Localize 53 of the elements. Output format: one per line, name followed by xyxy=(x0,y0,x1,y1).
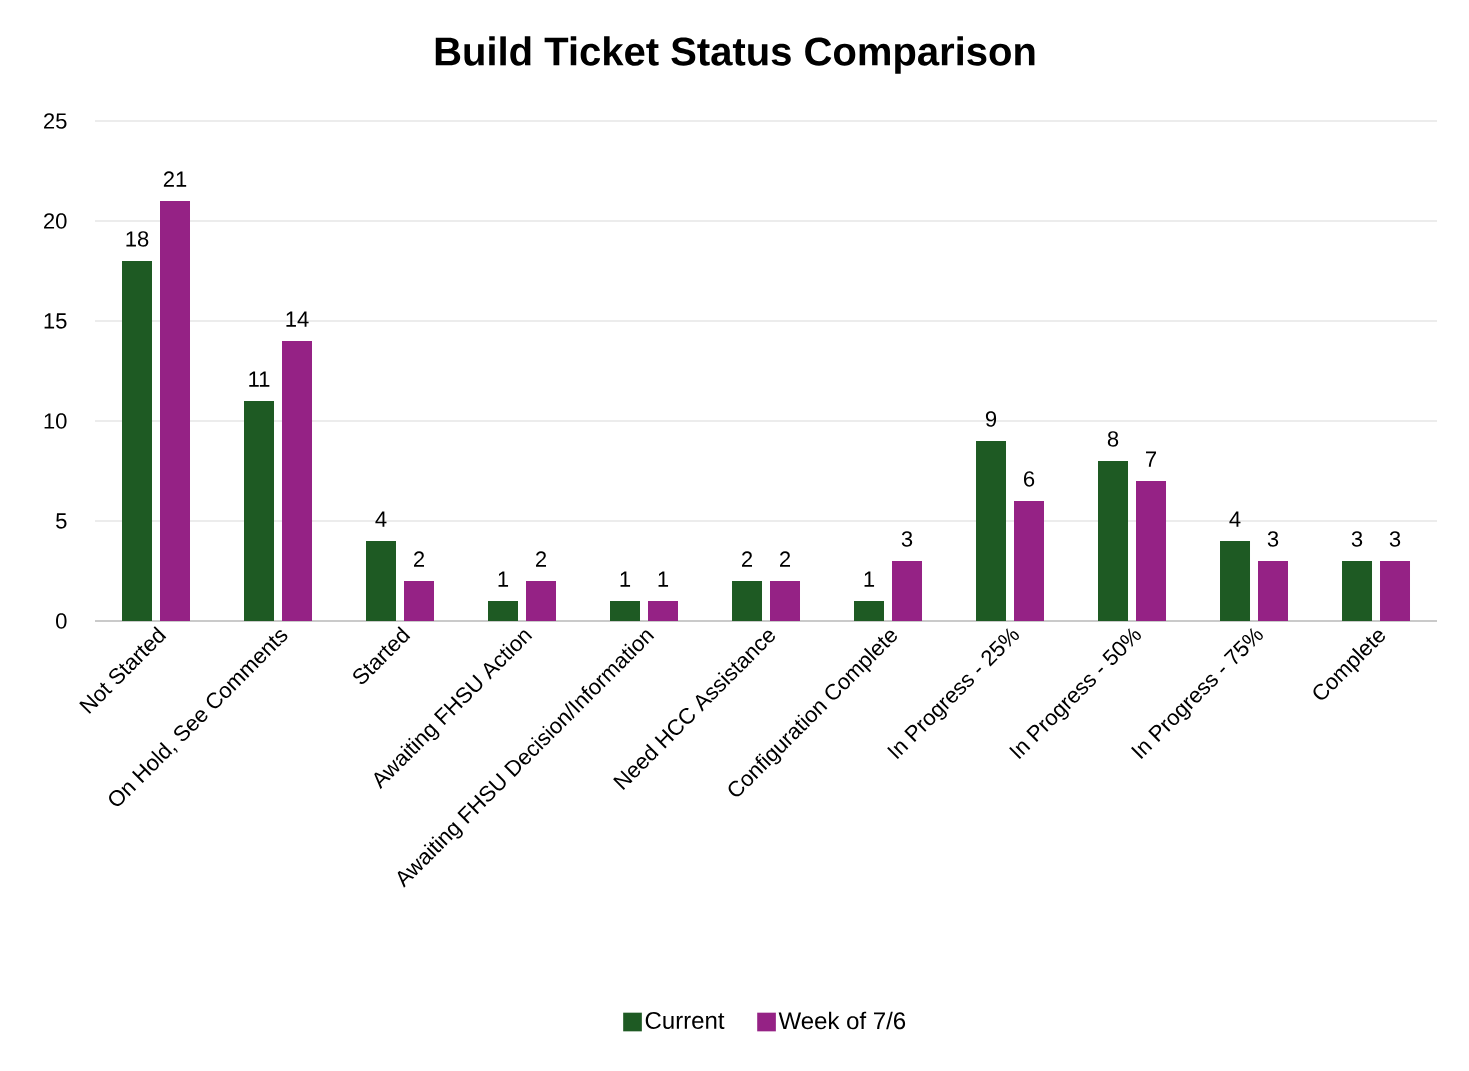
data-label: 3 xyxy=(1267,531,1279,547)
bar xyxy=(854,601,885,621)
bar xyxy=(1220,541,1251,621)
data-label: 18 xyxy=(126,231,149,247)
data-label: 2 xyxy=(742,551,753,567)
legend-label: Week of 7/6 xyxy=(778,1011,906,1030)
legend-label: Current xyxy=(645,1011,725,1029)
data-label: 11 xyxy=(249,371,270,387)
chart-title: Build Ticket Status Comparison xyxy=(435,36,1035,74)
y-tick-label: 25 xyxy=(44,113,67,129)
bar xyxy=(1380,561,1411,621)
bar xyxy=(404,581,434,621)
data-label: 14 xyxy=(286,311,309,327)
y-tick-label: 20 xyxy=(44,213,67,229)
data-label: 6 xyxy=(1024,471,1035,487)
data-label: 3 xyxy=(901,531,913,547)
bar xyxy=(366,541,396,621)
bar xyxy=(160,201,190,621)
bar xyxy=(1342,561,1373,621)
data-label: 2 xyxy=(780,551,791,567)
bar xyxy=(1136,481,1167,621)
bar xyxy=(282,341,313,621)
data-label: 1 xyxy=(658,571,669,587)
bar xyxy=(610,601,641,621)
data-label: 4 xyxy=(1229,511,1241,527)
bar xyxy=(1258,561,1289,621)
data-label: 1 xyxy=(620,571,631,587)
data-label: 2 xyxy=(414,551,425,567)
data-label: 8 xyxy=(1107,431,1119,447)
data-label: 21 xyxy=(163,171,187,187)
data-label: 1 xyxy=(498,571,509,587)
data-label: 3 xyxy=(1389,531,1401,547)
y-tick-label: 15 xyxy=(44,313,67,329)
bar xyxy=(892,561,923,621)
bar xyxy=(488,601,519,621)
data-label: 4 xyxy=(375,511,387,527)
data-label: 1 xyxy=(864,571,875,587)
bar xyxy=(732,581,763,621)
data-label: 9 xyxy=(985,411,997,427)
bar xyxy=(770,581,801,621)
bar xyxy=(526,581,557,621)
y-tick-label: 10 xyxy=(44,413,67,429)
data-label: 3 xyxy=(1351,531,1363,547)
data-label: 2 xyxy=(536,551,547,567)
bar xyxy=(1098,461,1129,621)
bar xyxy=(1014,501,1045,621)
y-tick-label: 0 xyxy=(56,613,67,629)
bar xyxy=(648,601,678,621)
y-tick-label: 5 xyxy=(56,513,67,529)
bar xyxy=(244,401,275,621)
bar xyxy=(122,261,152,621)
data-label: 7 xyxy=(1146,451,1157,467)
bar xyxy=(976,441,1007,621)
